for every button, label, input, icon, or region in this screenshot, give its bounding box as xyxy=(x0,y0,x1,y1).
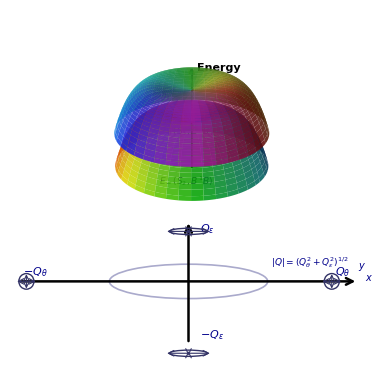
Text: $-Q_\varepsilon$: $-Q_\varepsilon$ xyxy=(200,328,224,342)
Text: $|Q|=(Q_\theta^2+Q_\varepsilon^2)^{1/2}$: $|Q|=(Q_\theta^2+Q_\varepsilon^2)^{1/2}$ xyxy=(271,255,349,270)
Text: $-Q_\theta$: $-Q_\theta$ xyxy=(23,265,47,279)
Text: $Q_\varepsilon$: $Q_\varepsilon$ xyxy=(200,222,215,236)
Text: x: x xyxy=(366,273,371,283)
Text: y: y xyxy=(358,261,364,271)
Text: $Q_\theta$: $Q_\theta$ xyxy=(335,265,351,279)
